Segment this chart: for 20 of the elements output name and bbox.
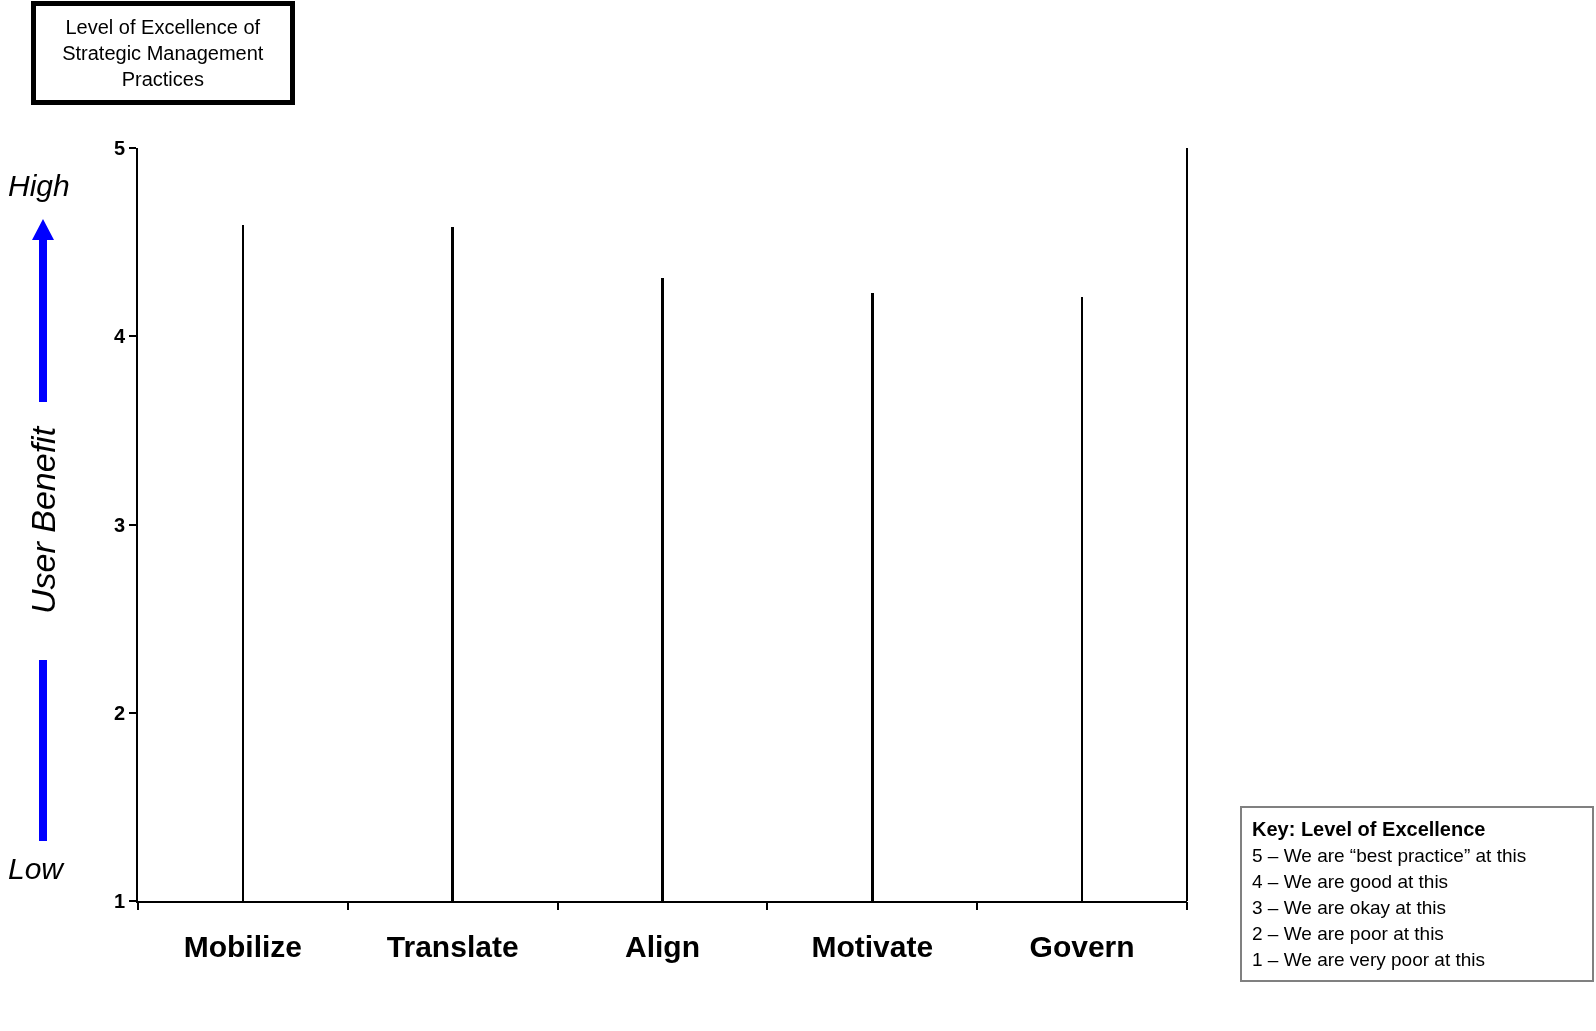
x-tick-label: Translate	[386, 930, 519, 963]
y-tick-label: 4	[113, 325, 126, 348]
text: 1 – We are very poor at this	[1252, 949, 1486, 970]
x-tick-label: Motivate	[811, 930, 934, 963]
y-tick-label: 3	[113, 513, 125, 536]
text: 2 – We are poor at this	[1252, 923, 1444, 944]
x-tick-label: Govern	[1029, 930, 1135, 963]
text: 5 – We are “best practice” at this	[1252, 845, 1527, 866]
text: High	[8, 169, 70, 202]
text: 4 – We are good at this	[1252, 871, 1449, 892]
y-axis-title: User Benefit	[24, 425, 62, 614]
x-tick-label: Mobilize	[183, 930, 303, 963]
x-tick-label: Align	[625, 930, 700, 963]
chart-title: Level of Excellence of Strategic Management Practices	[62, 16, 264, 90]
y-tick-label: 2	[113, 701, 125, 724]
text: Key: Level of Excellence	[1252, 818, 1486, 840]
text: 3 – We are okay at this	[1252, 897, 1446, 918]
text: Low	[8, 852, 66, 885]
y-tick-label: 5	[113, 137, 125, 159]
y-tick-label: 1	[113, 890, 125, 912]
